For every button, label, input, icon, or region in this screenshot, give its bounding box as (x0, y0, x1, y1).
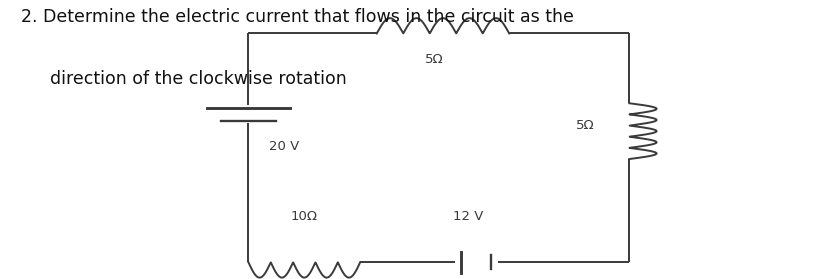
Text: 20 V: 20 V (269, 140, 299, 153)
Text: 12 V: 12 V (452, 210, 482, 223)
Text: 10Ω: 10Ω (290, 210, 318, 223)
Text: direction of the clockwise rotation: direction of the clockwise rotation (50, 70, 346, 88)
Text: 2. Determine the electric current that flows in the circuit as the: 2. Determine the electric current that f… (21, 8, 573, 27)
Text: 5Ω: 5Ω (575, 119, 593, 132)
Text: 5Ω: 5Ω (425, 53, 443, 66)
